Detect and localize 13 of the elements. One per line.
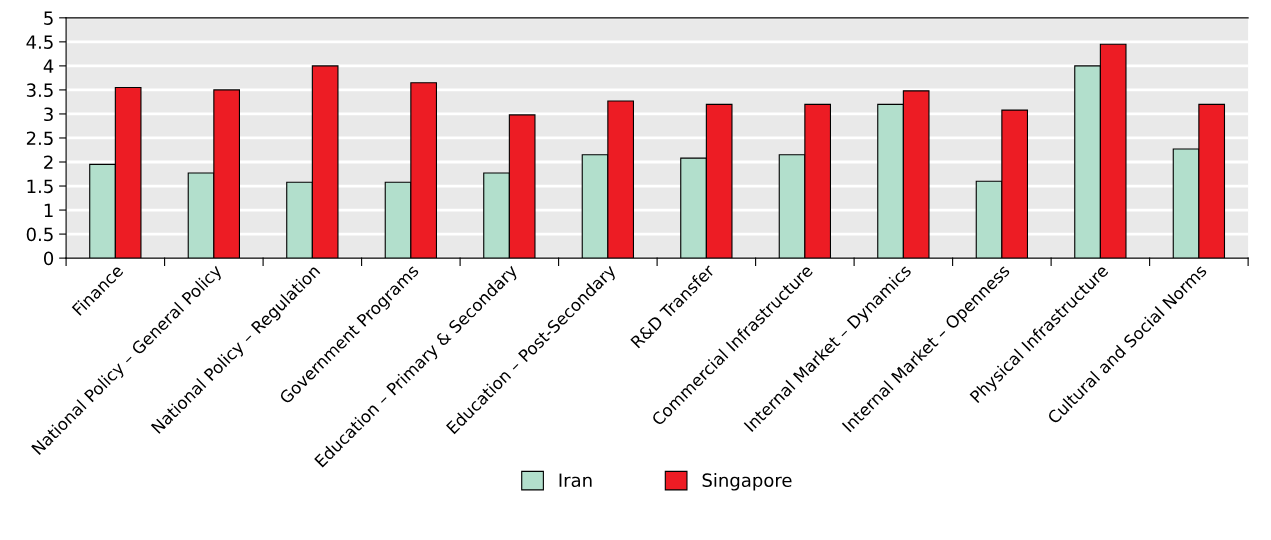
y-tick-label: 5 [44, 11, 53, 25]
y-tick-label: 3 [44, 107, 53, 122]
y-tick-label: 1.5 [27, 179, 53, 194]
y-tick-label: 0 [43, 251, 54, 266]
y-tick-label: 4.5 [26, 35, 53, 49]
y-tick-label: 3.5 [26, 83, 53, 98]
y-tick-label: 1 [44, 203, 53, 217]
legend-label: Iran [559, 473, 592, 488]
legend-label: Singapore [702, 473, 792, 491]
y-tick-label: 2 [44, 155, 53, 169]
y-tick-label: 0.5 [26, 227, 53, 242]
y-tick-label: 4 [43, 59, 54, 73]
y-tick-label: 2.5 [26, 131, 53, 146]
